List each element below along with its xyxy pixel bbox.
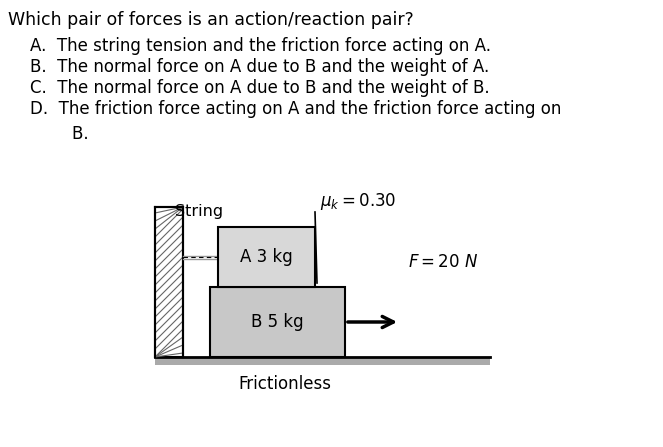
Text: B.  The normal force on A due to B and the weight of A.: B. The normal force on A due to B and th…: [30, 58, 489, 76]
Text: D.  The friction force acting on A and the friction force acting on
        B.: D. The friction force acting on A and th…: [30, 100, 562, 143]
Text: A.  The string tension and the friction force acting on A.: A. The string tension and the friction f…: [30, 37, 491, 55]
Text: Frictionless: Frictionless: [239, 375, 332, 393]
Bar: [218, 227, 315, 287]
Bar: [155, 207, 183, 357]
Bar: [210, 287, 345, 357]
Text: B 5 kg: B 5 kg: [251, 313, 304, 331]
Text: $F = 20$ N: $F = 20$ N: [408, 253, 479, 271]
Text: Which pair of forces is an action/reaction pair?: Which pair of forces is an action/reacti…: [8, 11, 414, 29]
Text: A 3 kg: A 3 kg: [240, 248, 293, 266]
Text: $\mu_k = 0.30$: $\mu_k = 0.30$: [320, 191, 396, 212]
Text: C.  The normal force on A due to B and the weight of B.: C. The normal force on A due to B and th…: [30, 79, 489, 97]
Text: String: String: [175, 204, 223, 219]
